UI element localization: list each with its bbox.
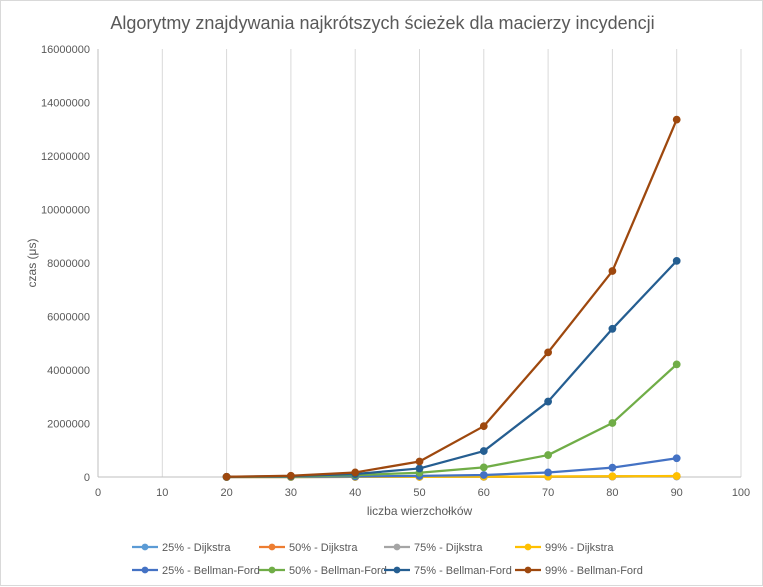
legend-label-0: 25% - Dijkstra — [162, 542, 231, 554]
legend-label-4: 25% - Bellman-Ford — [162, 565, 260, 577]
legend-label-6: 75% - Bellman-Ford — [414, 565, 512, 577]
data-point-s5-x60 — [479, 463, 488, 472]
data-point-s7-x20 — [222, 472, 231, 481]
legend-marker-5 — [268, 566, 276, 574]
y-tick-label-16000000: 16000000 — [41, 44, 90, 56]
data-point-s4-x80 — [608, 463, 617, 472]
x-tick-label-100: 100 — [732, 487, 750, 499]
x-tick-label-80: 80 — [606, 487, 618, 499]
series-line-7 — [226, 119, 678, 478]
x-tick-label-40: 40 — [349, 487, 361, 499]
data-point-s4-x70 — [544, 468, 552, 477]
x-tick-label-70: 70 — [542, 487, 554, 499]
data-point-s7-x50 — [415, 457, 424, 466]
data-point-s7-x30 — [287, 471, 295, 480]
data-point-s7-x60 — [479, 422, 488, 431]
chart-title: Algorytmy znajdywania najkrótszych ścież… — [110, 13, 655, 33]
data-point-s5-x90 — [672, 360, 681, 369]
x-tick-label-50: 50 — [413, 487, 425, 499]
data-point-s5-x70 — [544, 451, 552, 459]
y-tick-label-6000000: 6000000 — [47, 312, 90, 324]
y-tick-label-14000000: 14000000 — [41, 98, 90, 110]
data-point-s6-x70 — [544, 397, 552, 406]
x-tick-label-30: 30 — [285, 487, 297, 499]
x-tick-label-60: 60 — [478, 487, 490, 499]
data-point-s7-x40 — [351, 468, 360, 477]
y-tick-label-2000000: 2000000 — [47, 419, 90, 431]
legend-label-7: 99% - Bellman-Ford — [545, 565, 643, 577]
data-point-s6-x60 — [479, 447, 488, 455]
y-tick-label-10000000: 10000000 — [41, 205, 90, 217]
y-tick-label-12000000: 12000000 — [41, 151, 90, 163]
y-tick-label-8000000: 8000000 — [47, 258, 90, 270]
data-point-s7-x70 — [544, 348, 552, 357]
legend-marker-6 — [393, 566, 401, 574]
legend-marker-0 — [141, 543, 149, 551]
x-axis-label: liczba wierzchołków — [367, 504, 473, 518]
legend-label-3: 99% - Dijkstra — [545, 542, 614, 554]
y-tick-label-4000000: 4000000 — [47, 365, 90, 377]
data-point-s5-x80 — [608, 419, 617, 427]
y-axis-label: czas (μs) — [25, 239, 39, 288]
data-point-s4-x90 — [672, 454, 681, 463]
data-point-s3-x90 — [672, 472, 681, 480]
data-point-s6-x80 — [608, 324, 617, 333]
legend-marker-7 — [524, 566, 532, 574]
legend-marker-4 — [141, 566, 149, 574]
legend-marker-2 — [393, 543, 401, 551]
data-point-s7-x90 — [672, 115, 681, 124]
x-tick-label-20: 20 — [220, 487, 232, 499]
legend-label-5: 50% - Bellman-Ford — [289, 565, 387, 577]
x-tick-label-0: 0 — [95, 487, 101, 499]
data-point-s4-x60 — [479, 471, 488, 479]
data-point-s3-x80 — [608, 472, 617, 481]
data-point-s7-x80 — [608, 267, 617, 275]
x-tick-label-90: 90 — [671, 487, 683, 499]
legend-marker-1 — [268, 543, 276, 551]
data-point-s6-x50 — [415, 464, 424, 473]
data-point-s6-x90 — [672, 256, 681, 265]
y-tick-label-0: 0 — [84, 472, 90, 484]
legend-label-1: 50% - Dijkstra — [289, 542, 358, 554]
legend-marker-3 — [524, 543, 532, 551]
legend-label-2: 75% - Dijkstra — [414, 542, 483, 554]
x-tick-label-10: 10 — [156, 487, 168, 499]
